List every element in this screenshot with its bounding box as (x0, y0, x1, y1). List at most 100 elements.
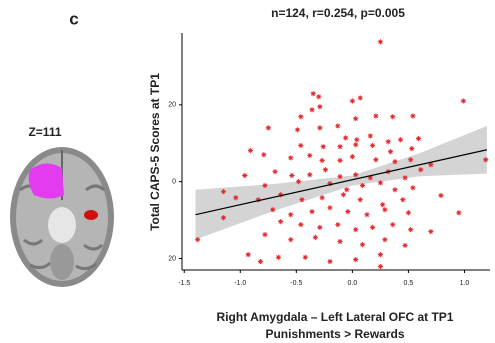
y-tick-label: 0 (172, 178, 176, 185)
point (358, 197, 363, 202)
point (378, 252, 383, 257)
point (353, 257, 358, 262)
point (354, 137, 359, 142)
figure: c Z=111 n=124, r=0.254, p=0.005 Total CA… (0, 0, 495, 343)
point (358, 95, 363, 100)
point (289, 173, 294, 178)
point (343, 135, 348, 140)
point (461, 98, 466, 103)
point (262, 183, 267, 188)
point (382, 237, 387, 242)
point (410, 113, 415, 118)
point (317, 125, 322, 130)
y-tick-label: 20 (168, 255, 176, 262)
point (323, 167, 328, 172)
point (353, 142, 358, 147)
point (353, 227, 358, 232)
point (373, 113, 378, 118)
point (335, 222, 340, 227)
point (380, 202, 385, 207)
point (288, 212, 293, 217)
point (360, 242, 365, 247)
point (410, 185, 415, 190)
point (320, 195, 325, 200)
point (345, 209, 350, 214)
point (438, 193, 443, 198)
point (428, 229, 433, 234)
point (266, 125, 271, 130)
point (296, 179, 301, 184)
x-tick-label: 0.0 (348, 280, 358, 287)
point (248, 148, 253, 153)
point (390, 222, 395, 227)
point (388, 149, 393, 154)
point (378, 180, 383, 185)
point (370, 225, 375, 230)
point (272, 169, 277, 174)
brain-image (10, 147, 114, 287)
chart-title: n=124, r=0.254, p=0.005 (271, 6, 405, 20)
point (317, 104, 322, 109)
point (337, 158, 342, 163)
point (311, 91, 316, 96)
point (327, 259, 332, 264)
point (233, 195, 238, 200)
x-axis-label: Right Amygdala – Left Lateral OFC at TP1 (217, 310, 454, 324)
point (400, 197, 405, 202)
point (327, 205, 332, 210)
point (353, 172, 358, 177)
point (341, 192, 346, 197)
point (221, 215, 226, 220)
point (316, 94, 321, 99)
point (303, 255, 308, 260)
x-tick-label: 0.5 (404, 280, 414, 287)
point (288, 155, 293, 160)
x-tick-label: 1.0 (460, 280, 470, 287)
x-tick-label: -0.5 (290, 280, 302, 287)
slice-label: Z=111 (28, 125, 61, 139)
point (298, 222, 303, 227)
point (335, 123, 340, 128)
point (350, 98, 355, 103)
point (344, 187, 349, 192)
point (360, 183, 365, 188)
point (262, 232, 267, 237)
point (309, 209, 314, 214)
point (261, 152, 266, 157)
point (337, 239, 342, 244)
point (278, 219, 283, 224)
point (321, 144, 326, 149)
point (221, 189, 226, 194)
point (364, 212, 369, 217)
panel-label: c (69, 9, 78, 28)
point (378, 39, 383, 44)
point (337, 174, 342, 179)
point (246, 252, 251, 257)
point (313, 235, 318, 240)
point (483, 157, 488, 162)
point (373, 157, 378, 162)
point (402, 243, 407, 248)
point (382, 207, 387, 212)
point (456, 210, 461, 215)
point (242, 173, 247, 178)
x-axis-label: Punishments > Rewards (265, 327, 404, 341)
point (390, 114, 395, 119)
point (392, 187, 397, 192)
point (370, 143, 375, 148)
x-tick-label: -1.5 (178, 280, 190, 287)
point (408, 227, 413, 232)
point (299, 197, 304, 202)
point (298, 114, 303, 119)
point (320, 158, 325, 163)
point (337, 144, 342, 149)
point (317, 225, 322, 230)
x-tick-label: -1.0 (234, 280, 246, 287)
point (295, 127, 300, 132)
point (402, 175, 407, 180)
point (309, 107, 314, 112)
point (353, 116, 358, 121)
point (368, 133, 373, 138)
point (378, 264, 383, 269)
point (307, 153, 312, 158)
